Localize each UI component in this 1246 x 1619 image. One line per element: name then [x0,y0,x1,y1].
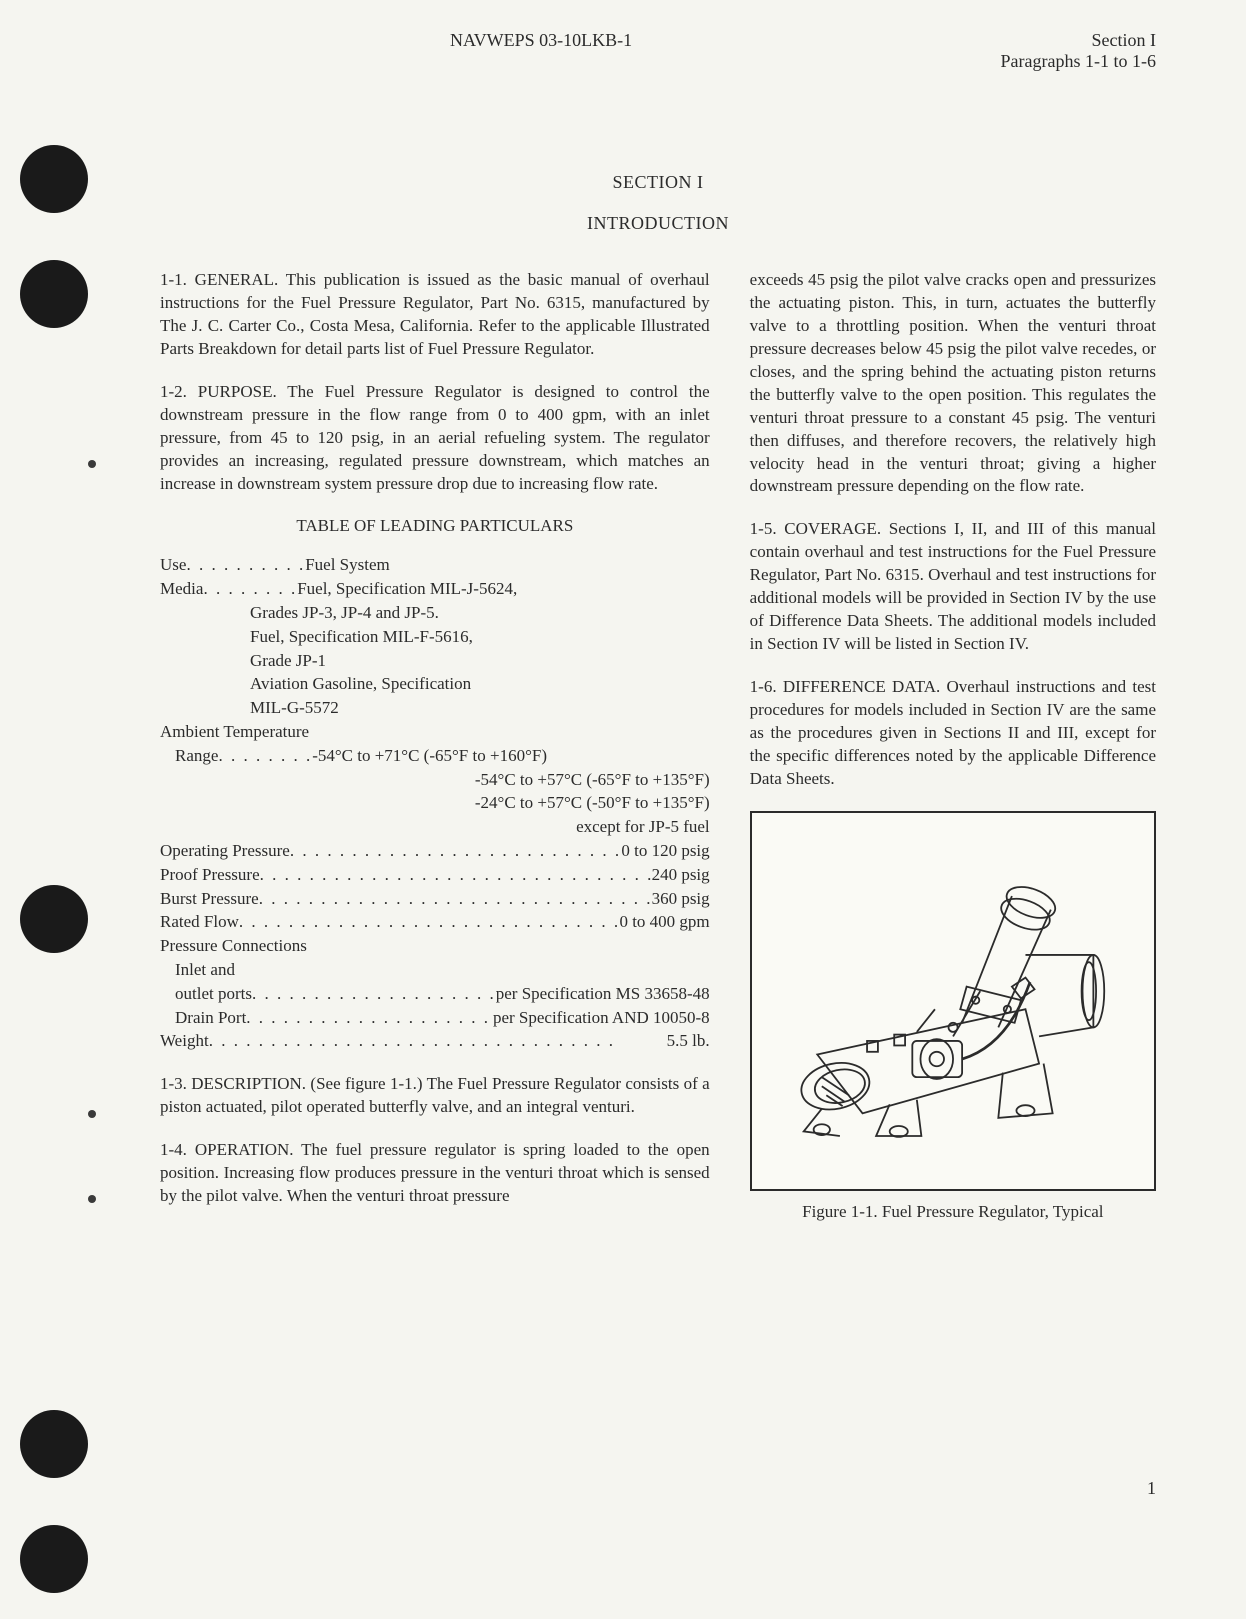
drain-value: per Specification AND 10050-8 [493,1006,710,1030]
weight-label: Weight [160,1029,209,1053]
punch-hole [20,145,88,213]
burst-pressure-value: 360 psig [652,887,710,911]
media-value-2: Grades JP-3, JP-4 and JP-5. [160,601,710,625]
op-pressure-row: Operating Pressure 0 to 120 psig [160,839,710,863]
op-pressure-value: 0 to 120 psig [621,839,709,863]
range-value-4: except for JP-5 fuel [160,815,710,839]
small-mark [88,1195,96,1203]
paragraph-1-4-cont: exceeds 45 psig the pilot valve cracks o… [750,269,1156,498]
proof-pressure-label: Proof Pressure [160,863,260,887]
left-column: 1-1. GENERAL. This publication is issued… [160,269,710,1224]
media-value-6: MIL-G-5572 [160,696,710,720]
punch-hole [20,1525,88,1593]
range-row: Range . . . . . . . . -54°C to +71°C (-6… [160,744,710,768]
punch-hole [20,1410,88,1478]
intro-title: INTRODUCTION [160,213,1156,234]
proof-pressure-row: Proof Pressure 240 psig [160,863,710,887]
figure-1-1 [750,811,1156,1191]
media-value-3: Fuel, Specification MIL-F-5616, [160,625,710,649]
rated-flow-row: Rated Flow 0 to 400 gpm [160,910,710,934]
outlet-value: per Specification MS 33658-48 [496,982,710,1006]
punch-hole [20,885,88,953]
burst-pressure-label: Burst Pressure [160,887,259,911]
section-title: SECTION I [160,172,1156,193]
page-number: 1 [1147,1478,1156,1499]
range-value-1: -54°C to +71°C (-65°F to +160°F) [312,744,547,768]
use-label: Use [160,553,186,577]
weight-value: 5.5 lb. [667,1029,710,1053]
ambient-label: Ambient Temperature [160,720,710,744]
page-header: NAVWEPS 03-10LKB-1 Section I Paragraphs … [160,30,1156,72]
weight-row: Weight 5.5 lb. [160,1029,710,1053]
regulator-illustration [772,831,1134,1169]
paragraph-1-4: 1-4. OPERATION. The fuel pressure regula… [160,1139,710,1208]
content-columns: 1-1. GENERAL. This publication is issued… [160,269,1156,1224]
media-value-4: Grade JP-1 [160,649,710,673]
media-value-5: Aviation Gasoline, Specification [160,672,710,696]
punch-hole [20,260,88,328]
small-mark [88,460,96,468]
header-right: Section I Paragraphs 1-1 to 1-6 [1001,30,1156,72]
use-row: Use . . . . . . . . . . Fuel System [160,553,710,577]
drain-row: Drain Port per Specification AND 10050-8 [160,1006,710,1030]
pressure-conn-label: Pressure Connections [160,934,710,958]
burst-pressure-row: Burst Pressure 360 psig [160,887,710,911]
media-label: Media [160,577,203,601]
paragraph-1-1: 1-1. GENERAL. This publication is issued… [160,269,710,361]
outlet-label: outlet ports [175,982,252,1006]
drain-label: Drain Port [175,1006,246,1030]
inlet-label: Inlet and [160,958,710,982]
paragraph-1-3: 1-3. DESCRIPTION. (See figure 1-1.) The … [160,1073,710,1119]
paragraphs-label: Paragraphs 1-1 to 1-6 [1001,51,1156,72]
proof-pressure-value: 240 psig [652,863,710,887]
range-label: Range [175,744,218,768]
small-mark [88,1110,96,1118]
paragraph-1-6: 1-6. DIFFERENCE DATA. Overhaul instructi… [750,676,1156,791]
range-value-2: -54°C to +57°C (-65°F to +135°F) [160,768,710,792]
media-row: Media . . . . . . . . Fuel, Specificatio… [160,577,710,601]
outlet-row: outlet ports per Specification MS 33658-… [160,982,710,1006]
use-value: Fuel System [305,553,390,577]
right-column: exceeds 45 psig the pilot valve cracks o… [750,269,1156,1224]
op-pressure-label: Operating Pressure [160,839,290,863]
doc-number: NAVWEPS 03-10LKB-1 [160,30,632,72]
range-value-3: -24°C to +57°C (-50°F to +135°F) [160,791,710,815]
paragraph-1-2: 1-2. PURPOSE. The Fuel Pressure Regulato… [160,381,710,496]
paragraph-1-5: 1-5. COVERAGE. Sections I, II, and III o… [750,518,1156,656]
table-title: TABLE OF LEADING PARTICULARS [160,515,710,538]
particulars-table: Use . . . . . . . . . . Fuel System Medi… [160,553,710,1053]
rated-flow-label: Rated Flow [160,910,239,934]
media-value-1: Fuel, Specification MIL-J-5624, [297,577,517,601]
figure-caption: Figure 1-1. Fuel Pressure Regulator, Typ… [750,1201,1156,1224]
rated-flow-value: 0 to 400 gpm [619,910,709,934]
section-label: Section I [1001,30,1156,51]
